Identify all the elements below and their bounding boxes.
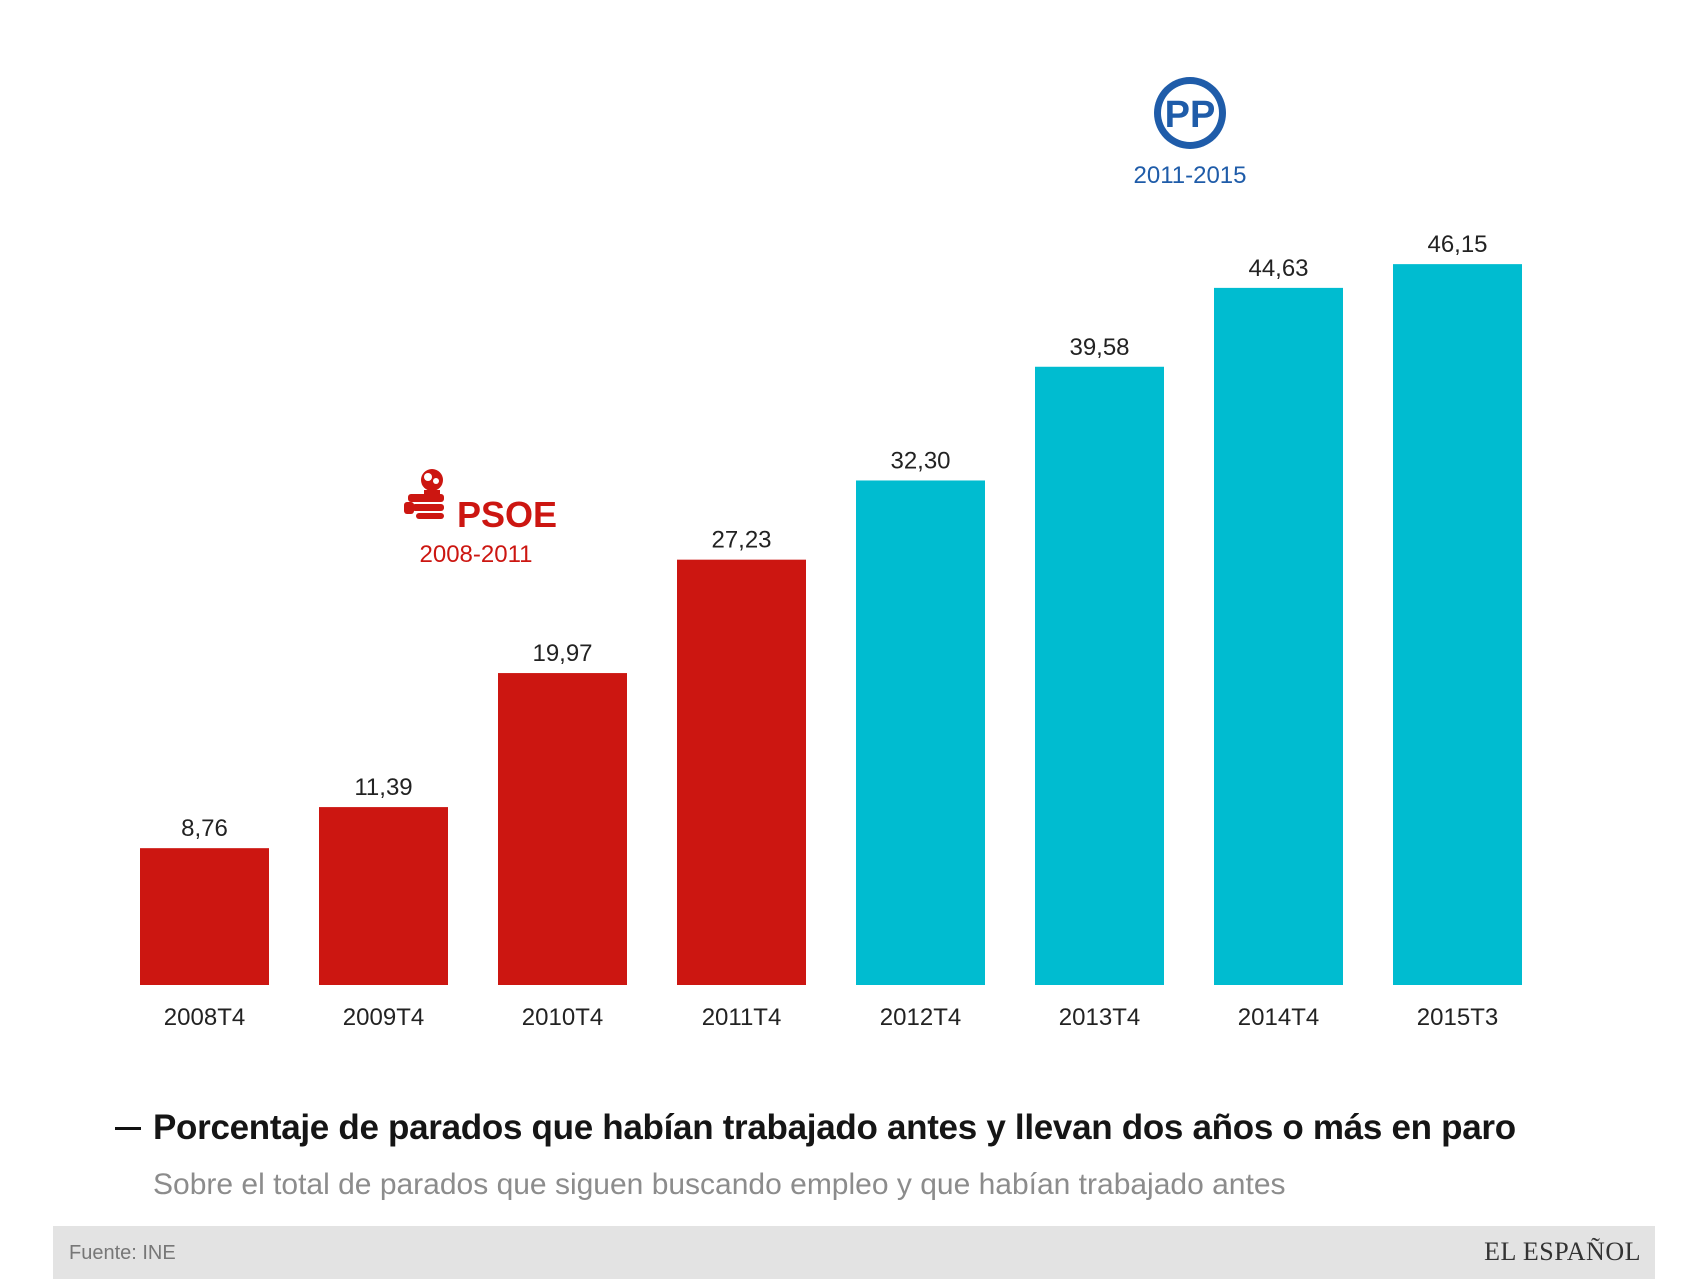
bar-2015T3 — [1393, 264, 1522, 986]
footer-bar: Fuente: INE EL ESPAÑOL — [53, 1226, 1655, 1279]
psoe-annotation: PSOE 2008-2011 — [404, 469, 557, 568]
category-labels-layer: 2008T4 2009T4 2010T4 2011T4 2012T4 2013T4 2014… — [164, 1004, 1498, 1031]
value-labels-layer: 8,76 11,39 19,97 27,23 32,30 39,58 44,63 46,15 — [181, 231, 1487, 842]
legend-dash-icon — [115, 1126, 141, 1130]
psoe-period-label: 2008-2011 — [420, 541, 533, 568]
value-label-2008T4: 8,76 — [181, 815, 228, 842]
value-label-2009T4: 11,39 — [354, 774, 412, 801]
value-label-2015T3: 46,15 — [1427, 231, 1487, 258]
bar-2010T4 — [498, 673, 627, 985]
category-label-2013T4: 2013T4 — [1059, 1004, 1140, 1031]
category-label-2009T4: 2009T4 — [343, 1004, 424, 1031]
value-label-2013T4: 39,58 — [1069, 334, 1129, 361]
footer-brand-logo: EL ESPAÑOL — [1484, 1237, 1641, 1266]
pp-annotation: PP 2011-2015 — [1134, 77, 1247, 189]
bar-2012T4 — [856, 480, 985, 985]
pp-logo-text: PP — [1165, 94, 1216, 136]
category-label-2011T4: 2011T4 — [702, 1004, 782, 1031]
bar-2014T4 — [1214, 287, 1343, 985]
pp-logo-icon: PP — [1154, 77, 1226, 149]
pp-period-label: 2011-2015 — [1134, 162, 1247, 189]
bar-2008T4 — [140, 848, 269, 985]
category-label-2008T4: 2008T4 — [164, 1004, 245, 1031]
bar-2011T4 — [677, 559, 806, 985]
value-label-2012T4: 32,30 — [890, 447, 950, 474]
bar-2009T4 — [319, 807, 448, 985]
chart-legend: Porcentaje de parados que habían trabaja… — [115, 1108, 1516, 1148]
bars-layer — [140, 264, 1522, 986]
value-label-2014T4: 44,63 — [1248, 255, 1308, 282]
value-label-2010T4: 19,97 — [532, 640, 592, 667]
category-label-2010T4: 2010T4 — [522, 1004, 603, 1031]
footer-source: Fuente: INE — [69, 1242, 176, 1264]
category-label-2015T3: 2015T3 — [1417, 1004, 1498, 1031]
bar-chart: 8,7611,3919,9727,2332,3039,5844,6346,15 … — [140, 77, 1522, 1031]
psoe-rose-fist-icon — [404, 469, 444, 519]
bar-2013T4 — [1035, 366, 1164, 986]
value-label-2011T4: 27,23 — [711, 527, 771, 554]
chart-title: Porcentaje de parados que habían trabaja… — [153, 1108, 1516, 1147]
category-label-2012T4: 2012T4 — [880, 1004, 961, 1031]
category-label-2014T4: 2014T4 — [1238, 1004, 1319, 1031]
psoe-logo-text: PSOE — [457, 494, 557, 535]
chart-subtitle: Sobre el total de parados que siguen bus… — [153, 1168, 1286, 1201]
